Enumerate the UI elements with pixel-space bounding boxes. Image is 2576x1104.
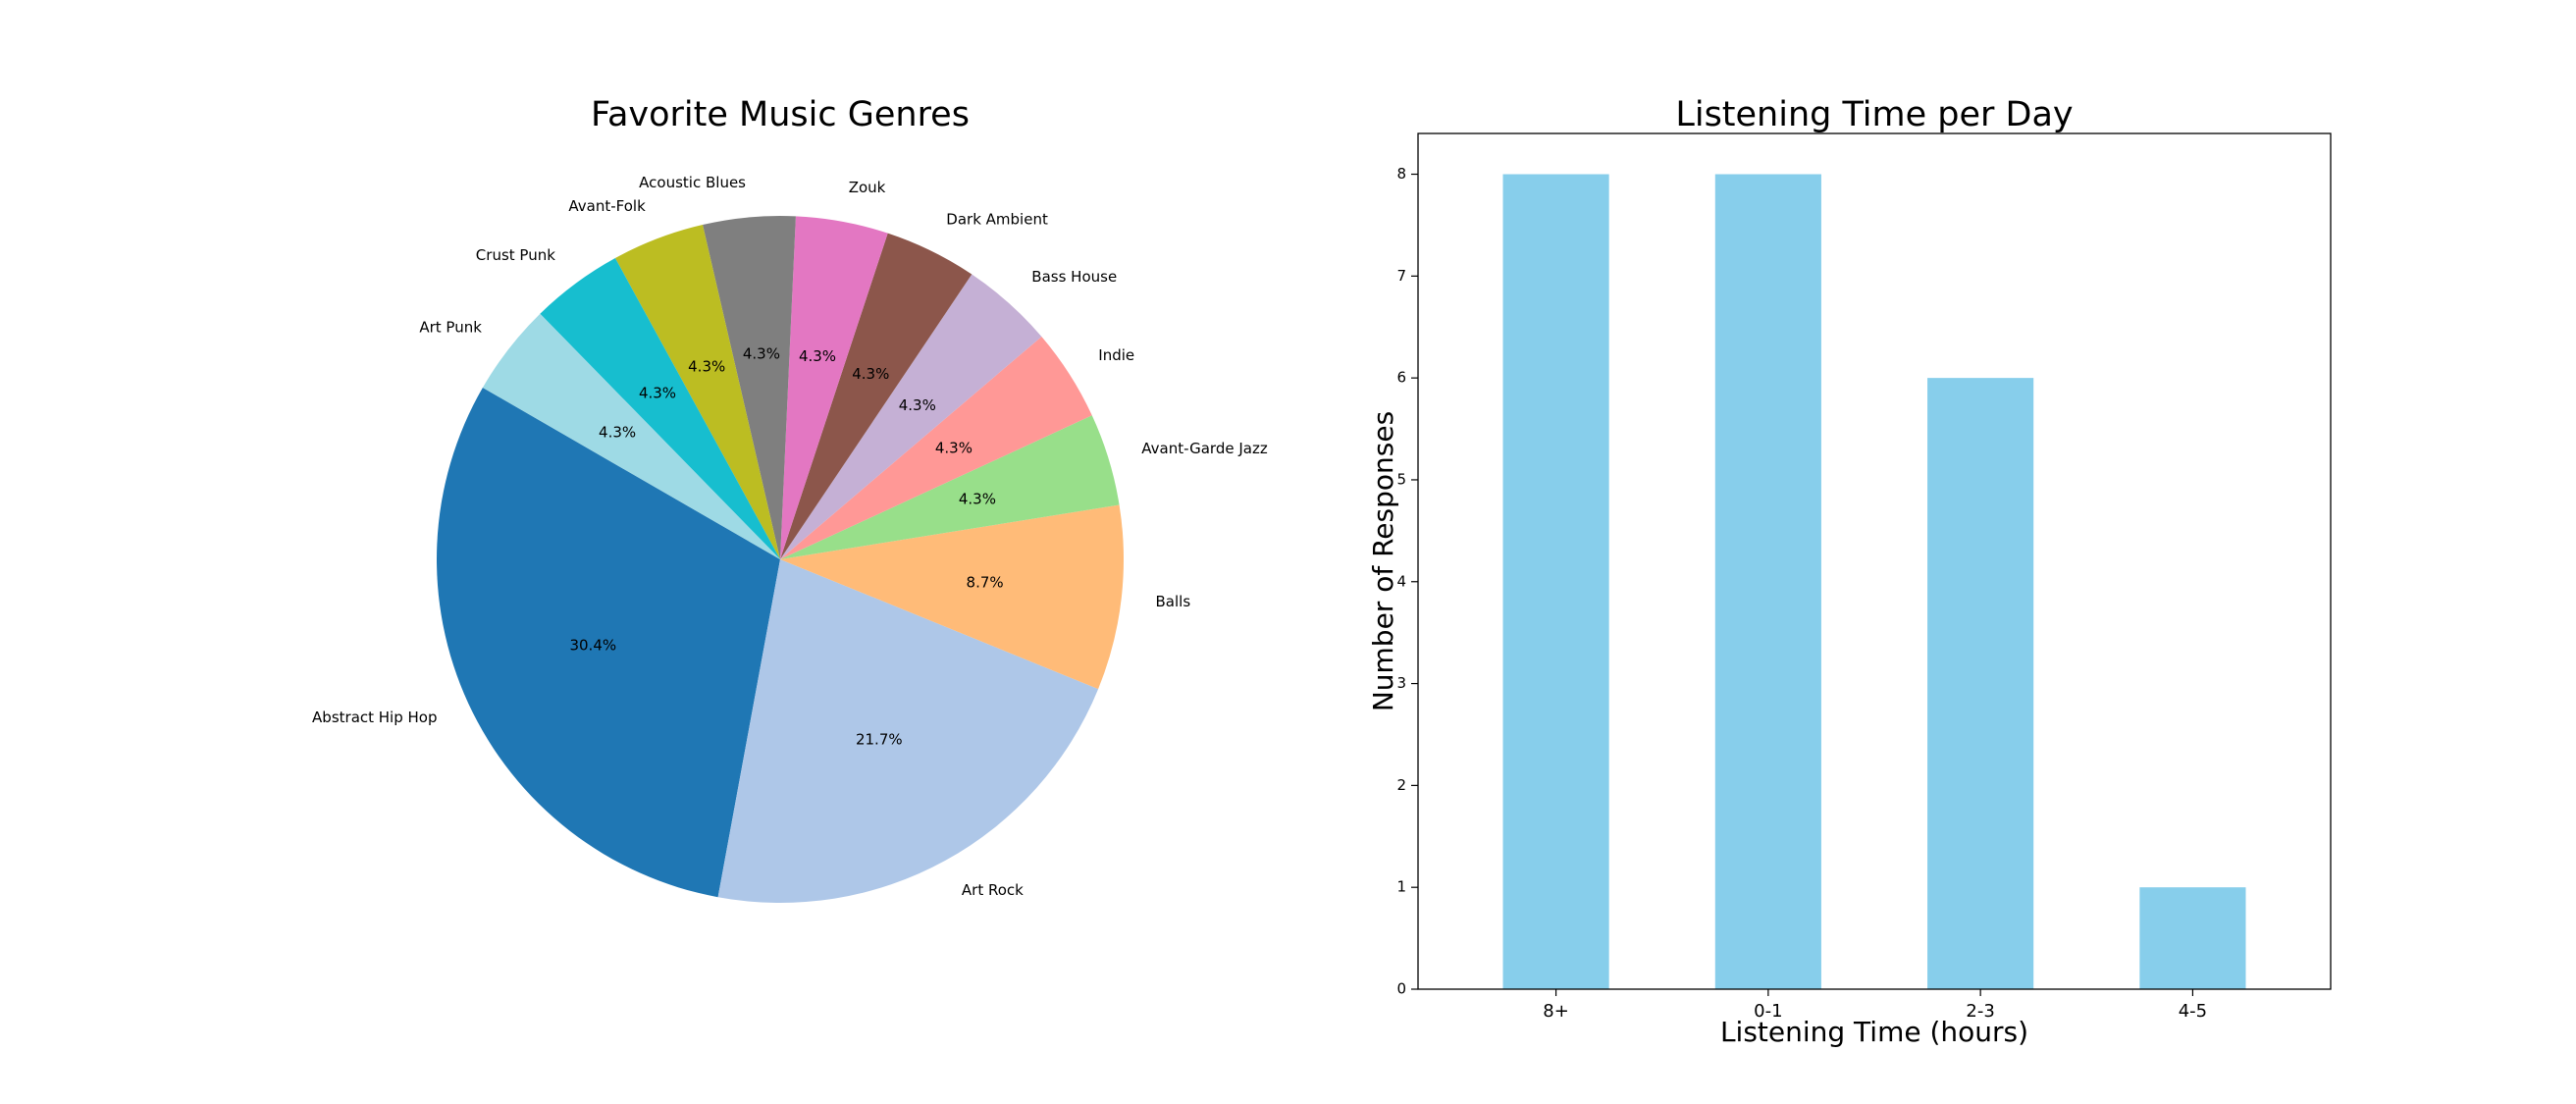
y-tick-label-2: 2 [1396,776,1406,794]
x-tick-label-8: 8+ [1543,1001,1569,1022]
y-tick-label-6: 6 [1396,369,1406,387]
pie-slice-balls [780,504,1125,690]
pie-label-avant-folk: Avant-Folk [568,197,646,215]
pie-percent-acoustic-blues: 4.3% [743,344,780,362]
y-tick-label-1: 1 [1396,878,1406,896]
pie-label-indie: Indie [1098,346,1134,364]
pie-slices [436,215,1125,903]
pie-percent-bass-house: 4.3% [899,396,936,414]
bars [1502,174,2246,989]
pie-percent-dark-ambient: 4.3% [852,365,889,383]
pie-label-art-punk: Art Punk [419,318,482,336]
pie-label-abstract-hip-hop: Abstract Hip Hop [312,709,437,726]
pie-slice-art-rock [717,559,1099,903]
pie-percent-avant-garde-jazz: 4.3% [959,490,996,507]
pie-slice-dark-ambient [780,233,973,559]
pie-label-dark-ambient: Dark Ambient [946,211,1048,229]
pie-label-avant-garde-jazz: Avant-Garde Jazz [1141,440,1268,457]
x-axis-label: Listening Time (hours) [1720,1016,2028,1048]
pie-slice-avant-garde-jazz [780,415,1120,559]
pie-slice-avant-folk [614,225,780,559]
y-axis-ticks: 0 1 2 3 4 5 6 7 8 [1396,165,1418,998]
pie-label-balls: Balls [1156,593,1191,610]
bar-chart-panel: Listening Time per Day 0 1 2 3 4 5 6 7 8 8+ 0-1 2-… [1367,95,2332,1048]
pie-chart-panel: Favorite Music Genres Abstract Hip Hop 30… [312,95,1268,903]
y-tick-label-0: 0 [1396,980,1406,998]
pie-percent-avant-folk: 4.3% [688,357,725,375]
y-tick-label-3: 3 [1396,674,1406,692]
pie-slice-acoustic-blues [703,215,796,559]
pie-label-art-rock: Art Rock [962,881,1024,899]
x-tick-label-4-5: 4-5 [2179,1001,2207,1022]
pie-percent-abstract-hip-hop: 30.4% [569,637,616,655]
pie-percent-indie: 4.3% [935,439,973,456]
pie-percent-zouk: 4.3% [799,347,836,365]
y-tick-label-8: 8 [1396,165,1406,183]
bar-8 [1502,174,1609,989]
bar-4-5 [2139,887,2246,989]
pie-percent-art-punk: 4.3% [599,424,636,442]
pie-slice-indie [780,337,1092,559]
y-tick-label-4: 4 [1396,572,1406,590]
pie-slice-bass-house [780,274,1042,559]
pie-labels: Abstract Hip Hop 30.4% Art Rock 21.7% Balls 8… [312,174,1268,899]
bar-0-1 [1714,174,1821,989]
y-tick-label-5: 5 [1396,470,1406,488]
pie-percent-art-rock: 21.7% [856,731,903,749]
bar-2-3 [1927,378,2034,989]
x-axis-ticks: 8+ 0-1 2-3 4-5 [1543,989,2207,1022]
pie-label-crust-punk: Crust Punk [476,246,555,264]
pie-slice-abstract-hip-hop [436,388,780,898]
pie-slice-zouk [780,216,888,560]
pie-chart-title: Favorite Music Genres [591,95,970,134]
y-tick-label-7: 7 [1396,267,1406,285]
pie-percent-balls: 8.7% [967,573,1004,591]
pie-label-zouk: Zouk [849,179,886,196]
pie-percent-crust-punk: 4.3% [639,385,676,402]
pie-slice-art-punk [482,313,780,559]
bar-chart-title: Listening Time per Day [1675,95,2073,134]
pie-label-acoustic-blues: Acoustic Blues [639,174,746,191]
y-axis-label: Number of Responses [1367,411,1399,711]
pie-slice-crust-punk [540,257,780,559]
x-tick-label-2-3: 2-3 [1966,1001,1994,1022]
x-tick-label-0-1: 0-1 [1754,1001,1782,1022]
bar-plot-frame [1417,132,2332,990]
pie-label-bass-house: Bass House [1031,268,1117,286]
